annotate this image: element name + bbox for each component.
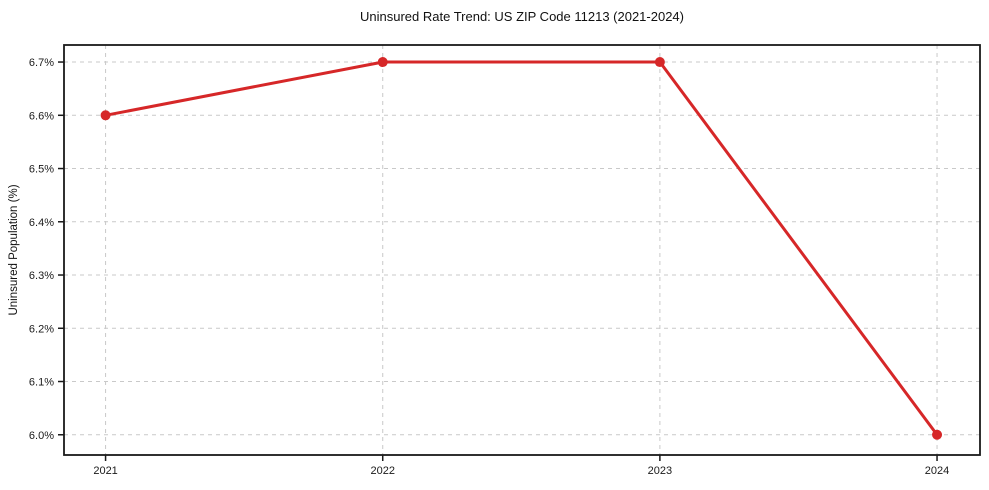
x-tick-label: 2021 (93, 465, 117, 477)
y-tick-label: 6.3% (29, 270, 54, 282)
x-tick-label: 2024 (925, 465, 949, 477)
y-tick-label: 6.5% (29, 164, 54, 176)
data-point-marker (100, 110, 111, 121)
data-point-marker (932, 429, 943, 440)
y-tick-label: 6.7% (29, 57, 54, 69)
data-point-marker (377, 57, 388, 68)
y-tick-label: 6.0% (29, 430, 54, 442)
trend-line (104, 60, 939, 437)
data-point-marker (654, 57, 665, 68)
chart-title: Uninsured Rate Trend: US ZIP Code 11213 … (360, 9, 684, 24)
y-tick-label: 6.2% (29, 323, 54, 335)
x-tick-label: 2022 (370, 465, 394, 477)
plot-border (63, 44, 981, 456)
y-tick-label: 6.4% (29, 217, 54, 229)
x-tick-label: 2023 (648, 465, 672, 477)
y-tick-label: 6.1% (29, 377, 54, 389)
y-tick-label: 6.6% (29, 110, 54, 122)
